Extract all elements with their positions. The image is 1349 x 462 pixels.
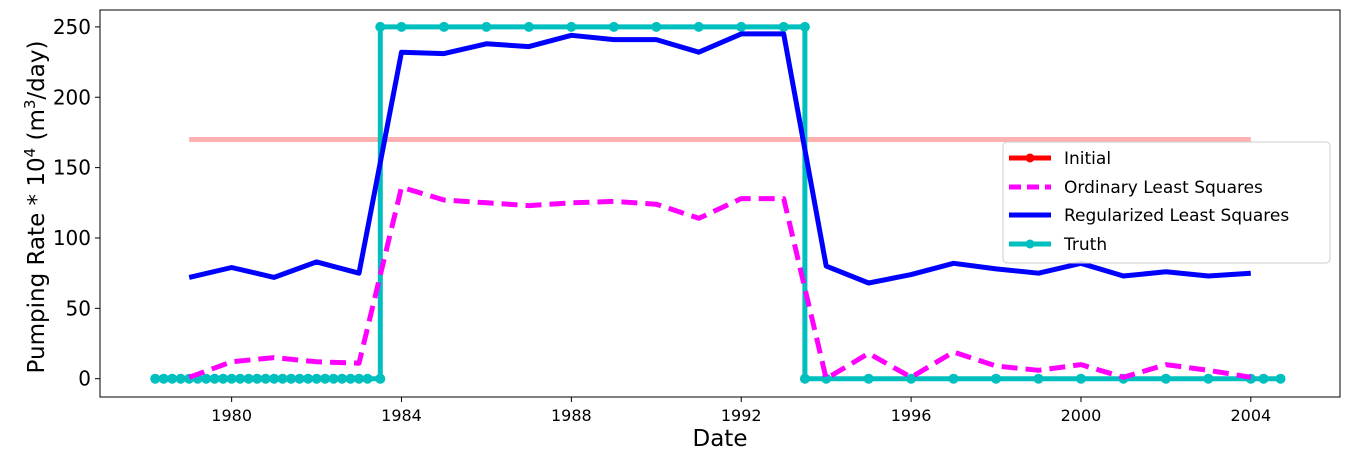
series-point-truth <box>375 21 386 32</box>
series-point-truth <box>396 21 407 32</box>
legend-label-truth: Truth <box>1063 235 1107 255</box>
series-point-truth <box>1160 373 1171 384</box>
y-axis-title-sup1: 4 <box>21 148 39 158</box>
series-point-truth <box>906 373 917 384</box>
series-point-truth <box>362 373 373 384</box>
series-point-truth <box>799 373 810 384</box>
series-point-truth <box>311 373 322 384</box>
x-tick-label: 2000 <box>1061 406 1102 425</box>
series-point-truth <box>608 21 619 32</box>
series-point-truth <box>218 373 229 384</box>
series-point-truth <box>693 21 704 32</box>
y-tick-label: 150 <box>53 156 91 180</box>
legend-box <box>1002 141 1331 264</box>
series-point-truth <box>948 373 959 384</box>
series-point-truth <box>226 373 237 384</box>
series-line-ols <box>188 184 1252 382</box>
y-axis-title-end: /day) <box>24 41 50 100</box>
y-axis-title-sup2: 3 <box>21 100 39 110</box>
series-point-truth <box>328 373 339 384</box>
y-axis-title-mid: (m <box>24 109 50 148</box>
y-tick-label: 50 <box>66 296 91 320</box>
series-point-truth <box>1258 373 1269 384</box>
series-layer <box>150 21 1286 384</box>
legend-marker-truth <box>1025 239 1035 249</box>
x-tick-label: 2004 <box>1230 406 1271 425</box>
series-point-truth <box>167 373 178 384</box>
y-axis-title: Pumping Rate * 104 (m3/day) <box>21 41 50 374</box>
x-tick-label: 1984 <box>381 406 422 425</box>
series-point-truth <box>320 373 331 384</box>
series-point-truth <box>345 373 356 384</box>
series-point-truth <box>175 373 186 384</box>
legend-label-initial: Initial <box>1064 149 1111 169</box>
series-point-truth <box>651 21 662 32</box>
series-point-truth <box>523 21 534 32</box>
series-point-truth <box>337 373 348 384</box>
series-point-truth <box>209 373 220 384</box>
series-point-truth <box>286 373 297 384</box>
y-tick-label: 250 <box>53 15 91 39</box>
series-point-truth <box>252 373 263 384</box>
legend-label-rls: Regularized Least Squares <box>1064 206 1289 226</box>
series-point-truth <box>799 21 810 32</box>
series-point-truth <box>438 21 449 32</box>
series-point-truth <box>269 373 280 384</box>
series-point-truth <box>260 373 271 384</box>
legend-label-ols: Ordinary Least Squares <box>1064 178 1263 198</box>
series-point-truth <box>235 373 246 384</box>
series-point-truth <box>1203 373 1214 384</box>
series-line-rls <box>188 31 1251 286</box>
y-tick-label: 100 <box>53 226 91 250</box>
x-axis-ticks: 1980 1984 1988 1992 1996 2000 2004 <box>211 397 1271 425</box>
plot-frame <box>99 9 1341 398</box>
series-point-truth <box>354 373 365 384</box>
series-point-truth <box>1075 373 1086 384</box>
series-point-truth <box>736 21 747 32</box>
series-point-truth <box>158 373 169 384</box>
x-axis-title: Date <box>693 426 748 452</box>
series-point-truth <box>1033 373 1044 384</box>
series-point-truth <box>863 373 874 384</box>
series-point-truth <box>303 373 314 384</box>
y-axis-title-main: Pumping Rate * 10 <box>24 157 50 373</box>
y-axis-ticks: 0 50 100 150 200 250 <box>53 15 100 391</box>
legend: Initial Ordinary Least Squares Regularized… <box>1002 141 1331 264</box>
x-tick-label: 1988 <box>551 406 592 425</box>
series-point-truth <box>277 373 288 384</box>
series-point-truth <box>566 21 577 32</box>
y-tick-label: 200 <box>53 85 91 109</box>
y-tick-label: 0 <box>78 367 91 391</box>
x-tick-label: 1996 <box>891 406 932 425</box>
series-point-truth <box>375 373 386 384</box>
series-point-truth <box>294 373 305 384</box>
series-point-truth <box>991 373 1002 384</box>
series-point-truth <box>243 373 254 384</box>
series-point-truth <box>1275 373 1286 384</box>
legend-marker-initial <box>1025 153 1035 163</box>
series-point-truth <box>150 373 161 384</box>
series-point-truth <box>201 373 212 384</box>
series-point-truth <box>778 21 789 32</box>
x-tick-label: 1980 <box>211 406 252 425</box>
series-point-truth <box>481 21 492 32</box>
x-tick-label: 1992 <box>721 406 762 425</box>
